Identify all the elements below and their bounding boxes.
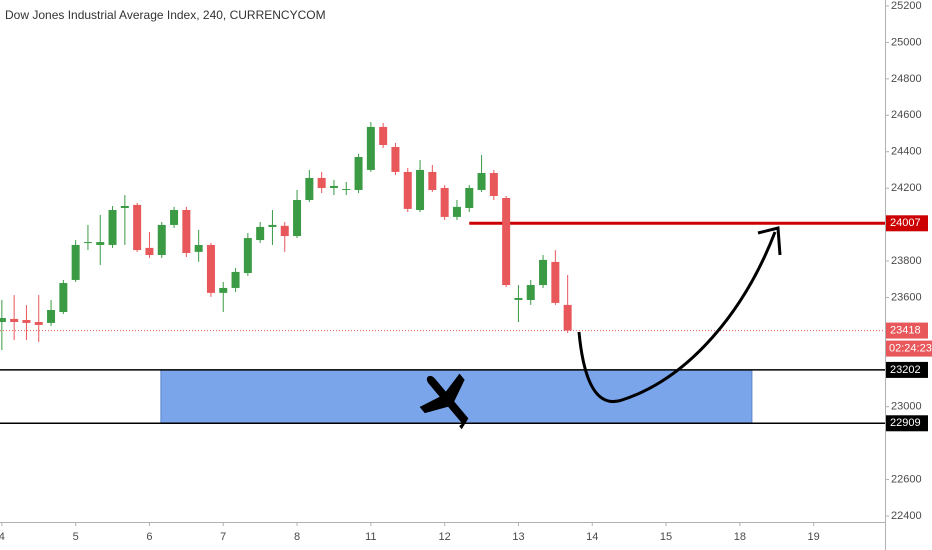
candle-body [170,210,179,225]
candle-body [182,210,191,253]
chart-title: Dow Jones Industrial Average Index, 240,… [5,8,326,22]
candle-body [34,322,43,325]
candle-body [231,271,240,288]
last-price-label: 23418 [890,324,921,336]
y-tick-label: 22600 [891,473,922,485]
candle-body [22,320,31,323]
candle-body [120,205,129,208]
last-price-label-box [886,322,928,339]
y-tick-label: 23600 [891,291,922,303]
y-tick-label: 22400 [891,510,922,522]
level-label-box [886,415,928,432]
y-tick-label: 24600 [891,109,922,121]
candle-body [71,244,80,280]
x-tick-label: 11 [365,531,376,543]
candle-body [452,206,461,217]
x-tick-label: 18 [734,531,746,543]
y-tick-label: 25000 [891,36,922,48]
candle-body [354,157,363,190]
x-tick-label: 6 [146,531,152,543]
countdown-label: 02:24:23 [889,342,932,354]
level-label: 23202 [890,364,921,376]
x-tick-label: 8 [294,531,300,543]
candle-body [305,177,314,200]
candle-body [329,185,338,188]
arrow-head [757,226,782,256]
candle-body [157,224,166,255]
candle-body [280,225,289,237]
candle-body [551,261,560,303]
candle-body [256,226,265,241]
candle-body [477,173,486,190]
y-tick-label: 24200 [891,182,922,194]
candle-body [268,224,277,227]
level-label: 24007 [890,217,921,229]
candle-body [391,146,400,172]
candle-body [514,297,523,300]
x-tick-label: 12 [439,531,451,543]
candle-body [416,169,425,211]
candle-body [243,238,252,274]
y-tick-label: 23000 [891,401,922,413]
arrow-curve [577,231,777,403]
y-tick-label: 25200 [891,0,922,12]
level-label: 22909 [890,417,921,429]
candle-body [47,309,56,323]
candle-body [502,197,511,286]
candle-body [219,287,228,293]
candle-body [83,242,92,244]
candle-body [133,204,142,251]
level-label-box [886,215,928,232]
candle-body [428,171,437,190]
airplane-icon [419,373,469,430]
candle-body [10,318,19,323]
candle-body [293,199,302,237]
candle-body [379,126,388,145]
candle-body [489,173,498,196]
candle-body [145,247,154,255]
candle-body [59,283,68,312]
y-tick-label: 24800 [891,73,922,85]
candle-body [108,210,117,245]
x-tick-label: 19 [808,531,820,543]
x-tick-label: 7 [220,531,226,543]
candle-body [440,187,449,217]
candle-body [465,187,474,208]
x-tick-label: 14 [586,531,598,543]
level-label-box [886,361,928,378]
candle-body [0,318,6,323]
countdown-box [886,340,932,357]
candle-body [206,244,215,293]
y-tick-label: 23800 [891,255,922,267]
candle-body [194,244,203,252]
x-tick-label: 5 [73,531,79,543]
y-tick-label: 24400 [891,146,922,158]
x-tick-label: 4 [0,531,5,543]
x-tick-label: 13 [512,531,524,543]
candle-body [366,126,375,170]
candle-body [317,177,326,188]
candle-body [403,171,412,209]
candle-body [526,285,535,300]
airplane-shape [419,373,469,430]
candle-body [539,259,548,286]
x-tick-label: 15 [660,531,672,543]
candle-body [96,242,105,245]
candle-body [342,189,351,191]
candle-body [563,304,572,331]
